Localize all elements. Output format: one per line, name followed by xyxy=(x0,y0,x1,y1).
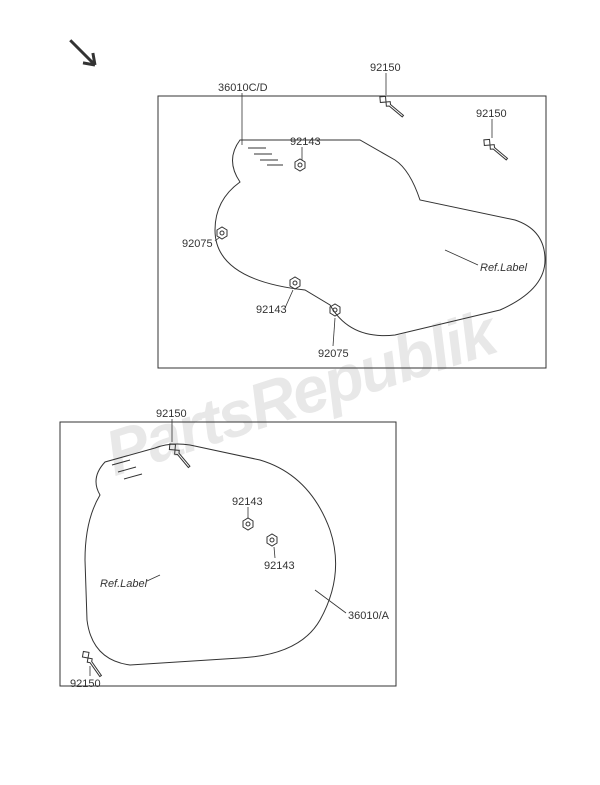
part-label-92150-bot: 92150 xyxy=(156,408,187,420)
bottom-cover xyxy=(85,444,336,665)
part-label-92150-top1: 92150 xyxy=(370,62,401,74)
bolt-icon xyxy=(377,94,405,119)
parts-diagram: PartsRepublik 9215036010C/D92150921439 xyxy=(0,0,600,785)
nut-icon xyxy=(217,227,227,239)
leader-line xyxy=(315,590,346,613)
panel-border xyxy=(60,422,396,686)
leader-line xyxy=(274,547,275,558)
part-label-36010a: 36010/A xyxy=(348,610,389,622)
part-label-92143-bot1: 92143 xyxy=(232,496,263,508)
leader-line xyxy=(445,250,478,265)
nut-icon xyxy=(295,159,305,171)
panel-border xyxy=(158,96,546,368)
bolt-icon xyxy=(167,441,192,469)
part-label-reflabel-bot: Ref.Label xyxy=(100,578,147,590)
leader-line xyxy=(333,318,335,346)
part-label-reflabel-top: Ref.Label xyxy=(480,262,527,274)
part-label-92075-top2: 92075 xyxy=(318,348,349,360)
part-label-92143-top2: 92143 xyxy=(256,304,287,316)
diagram-svg xyxy=(0,0,600,785)
nut-icon xyxy=(290,277,300,289)
bolt-icon xyxy=(80,649,104,678)
part-label-92143-top1: 92143 xyxy=(290,136,321,148)
part-label-92150-bot2: 92150 xyxy=(70,678,101,690)
top-vents xyxy=(248,148,283,165)
bolt-icon xyxy=(481,137,509,162)
part-label-92143-bot2: 92143 xyxy=(264,560,295,572)
nut-icon xyxy=(243,518,253,530)
nut-icon xyxy=(267,534,277,546)
nut-icon xyxy=(330,304,340,316)
bottom-vents xyxy=(112,460,142,479)
leader-line xyxy=(147,575,160,581)
part-label-36010cd: 36010C/D xyxy=(218,82,268,94)
direction-arrow xyxy=(65,35,100,70)
part-label-92150-top2: 92150 xyxy=(476,108,507,120)
part-label-92075-top1: 92075 xyxy=(182,238,213,250)
